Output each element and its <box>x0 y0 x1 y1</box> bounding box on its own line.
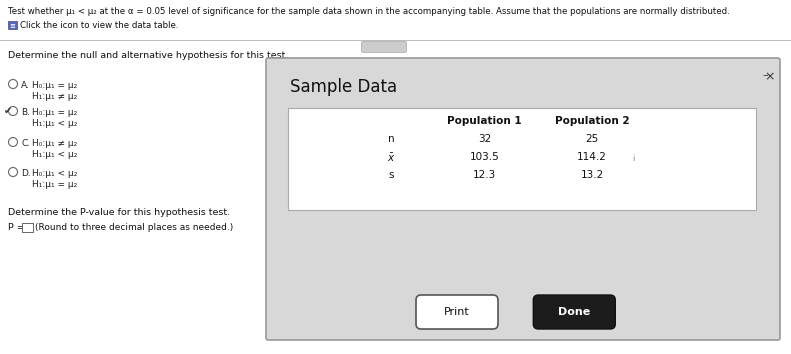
Text: H₁:μ₁ < μ₂: H₁:μ₁ < μ₂ <box>32 119 78 128</box>
Text: i: i <box>632 154 634 163</box>
Text: ×: × <box>764 70 775 83</box>
FancyBboxPatch shape <box>22 223 33 232</box>
Text: Population 1: Population 1 <box>447 116 522 126</box>
Text: H₀:μ₁ ≠ μ₂: H₀:μ₁ ≠ μ₂ <box>32 139 78 148</box>
Text: 12.3: 12.3 <box>473 170 496 180</box>
Text: H₁:μ₁ = μ₂: H₁:μ₁ = μ₂ <box>32 180 78 189</box>
Text: 25: 25 <box>585 134 599 144</box>
Circle shape <box>9 167 17 177</box>
Text: H₀:μ₁ < μ₂: H₀:μ₁ < μ₂ <box>32 169 78 178</box>
Text: s: s <box>388 170 394 180</box>
Circle shape <box>9 137 17 147</box>
Circle shape <box>9 107 17 115</box>
Text: P =: P = <box>8 223 28 232</box>
Text: Population 2: Population 2 <box>555 116 630 126</box>
Circle shape <box>9 80 17 88</box>
Text: Done: Done <box>558 307 590 317</box>
Text: 114.2: 114.2 <box>577 152 607 162</box>
Text: H₁:μ₁ < μ₂: H₁:μ₁ < μ₂ <box>32 150 78 159</box>
Text: B.: B. <box>21 108 30 117</box>
Text: Test whether μ₁ < μ₂ at the α = 0.05 level of significance for the sample data s: Test whether μ₁ < μ₂ at the α = 0.05 lev… <box>8 7 730 16</box>
Text: 13.2: 13.2 <box>581 170 604 180</box>
Text: –: – <box>763 70 768 80</box>
Text: ≡: ≡ <box>9 22 16 28</box>
Text: H₀:μ₁ = μ₂: H₀:μ₁ = μ₂ <box>32 81 78 90</box>
FancyBboxPatch shape <box>266 58 780 340</box>
Text: C.: C. <box>21 139 30 148</box>
Text: Determine the null and alternative hypothesis for this test.: Determine the null and alternative hypot… <box>8 51 289 60</box>
Text: H₀:μ₁ = μ₂: H₀:μ₁ = μ₂ <box>32 108 78 117</box>
Text: H₁:μ₁ ≠ μ₂: H₁:μ₁ ≠ μ₂ <box>32 92 78 101</box>
Text: A.: A. <box>21 81 30 90</box>
Text: Determine the P-value for this hypothesis test.: Determine the P-value for this hypothesi… <box>8 208 230 217</box>
Text: 103.5: 103.5 <box>470 152 499 162</box>
Text: D.: D. <box>21 169 31 178</box>
Text: 32: 32 <box>478 134 491 144</box>
FancyBboxPatch shape <box>416 295 498 329</box>
FancyBboxPatch shape <box>361 41 407 52</box>
FancyBboxPatch shape <box>288 108 756 210</box>
Text: Click the icon to view the data table.: Click the icon to view the data table. <box>20 21 179 29</box>
Text: Sample Data: Sample Data <box>290 78 397 96</box>
FancyBboxPatch shape <box>533 295 615 329</box>
Text: ✔: ✔ <box>4 106 12 116</box>
Text: (Round to three decimal places as needed.): (Round to three decimal places as needed… <box>35 223 233 232</box>
Text: $\bar{x}$: $\bar{x}$ <box>387 152 396 164</box>
FancyBboxPatch shape <box>8 21 17 29</box>
Text: n: n <box>388 134 394 144</box>
Text: Print: Print <box>444 307 470 317</box>
